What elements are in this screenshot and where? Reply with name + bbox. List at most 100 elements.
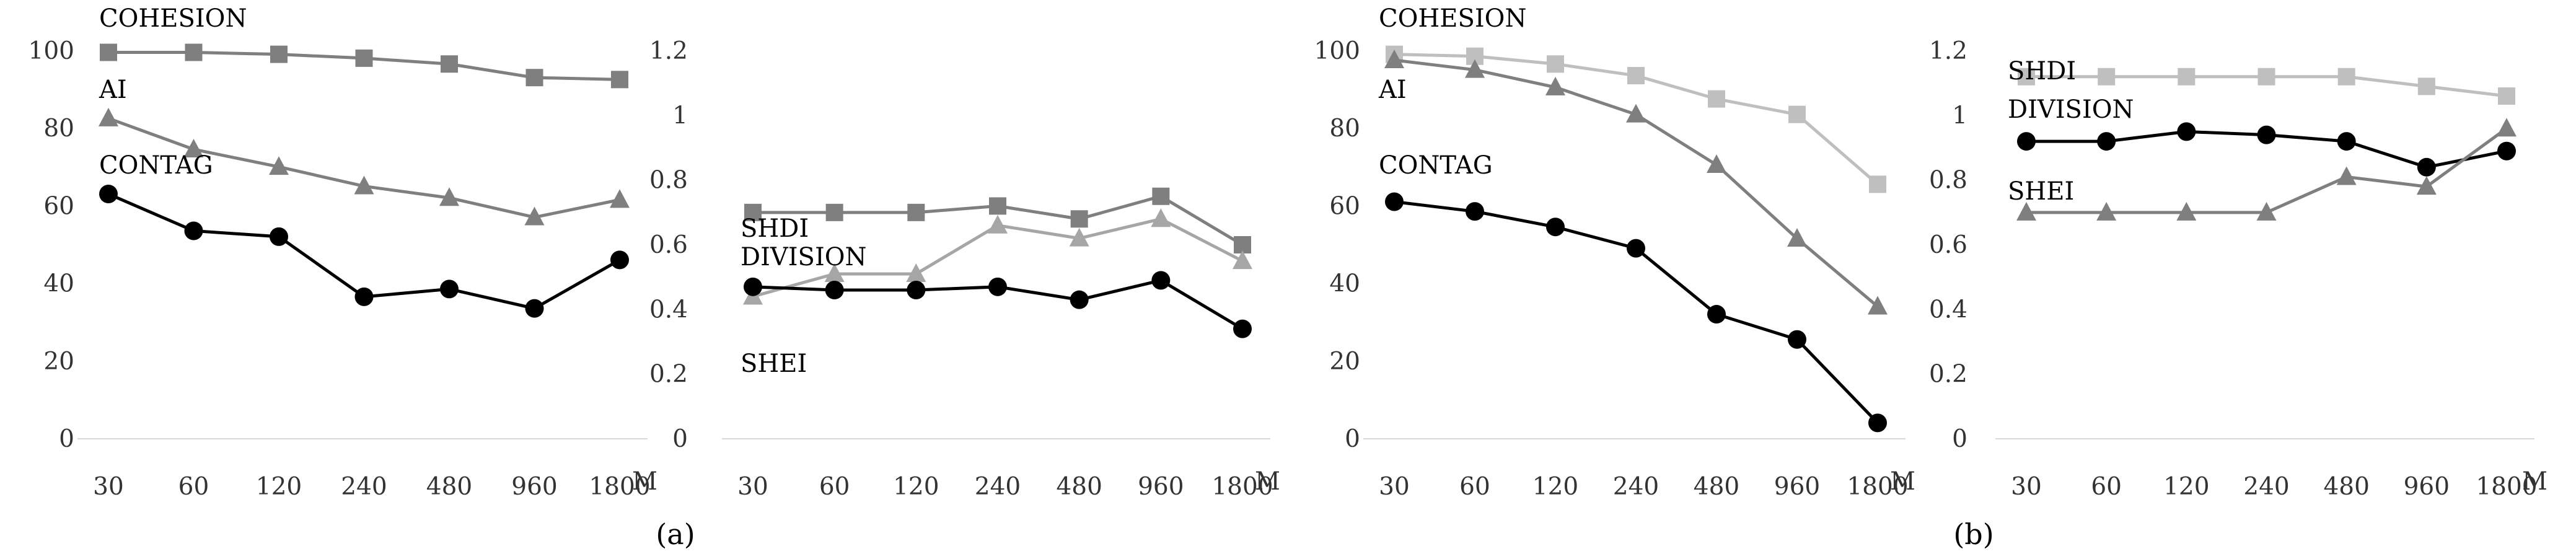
data-point-circle — [2257, 125, 2276, 144]
data-point-square — [1708, 90, 1725, 108]
data-point-circle — [1385, 192, 1404, 211]
series-label: COHESION — [99, 4, 247, 33]
y-tick-label: 1.2 — [649, 37, 688, 65]
data-point-circle — [907, 281, 926, 300]
y-tick-label: 1 — [672, 102, 688, 130]
x-unit-label: M — [1255, 467, 1280, 496]
series-label: CONTAG — [1379, 151, 1493, 180]
data-point-circle — [1707, 305, 1726, 324]
data-point-square — [270, 45, 288, 63]
y-tick-label: 20 — [43, 348, 74, 376]
data-point-circle — [2337, 132, 2356, 151]
series-label: DIVISION — [2008, 95, 2134, 124]
data-point-circle — [2017, 132, 2036, 151]
x-tick-label: 480 — [1694, 473, 1739, 501]
y-tick-label: 1 — [1952, 102, 1967, 130]
series-label: AI — [1378, 76, 1407, 104]
series-label: SHEI — [2008, 177, 2074, 206]
series-shei: SHEI — [2008, 118, 2517, 221]
data-point-triangle — [524, 206, 545, 226]
series-contag: CONTAG — [1379, 151, 1887, 433]
x-tick-label: 60 — [2091, 473, 2122, 501]
x-tick-label: 960 — [511, 473, 557, 501]
series-label: CONTAG — [99, 151, 213, 180]
data-point-triangle — [824, 263, 845, 282]
series-shei: SHEI — [741, 208, 1252, 378]
x-tick-label: 60 — [1459, 473, 1490, 501]
x-tick-label: 960 — [2404, 473, 2450, 501]
data-point-circle — [988, 277, 1007, 296]
data-point-triangle — [1069, 227, 1089, 247]
data-point-square — [525, 69, 543, 87]
data-point-square — [1869, 175, 1886, 193]
data-point-circle — [1788, 330, 1806, 349]
data-point-circle — [525, 299, 544, 318]
data-point-triangle — [2096, 201, 2117, 221]
y-tick-label: 40 — [43, 270, 74, 298]
x-tick-label: 30 — [1379, 473, 1410, 501]
y-tick-label: 0.2 — [1929, 361, 1967, 389]
data-point-triangle — [1707, 154, 1726, 174]
data-point-circle — [2497, 141, 2516, 161]
y-tick-label: 100 — [1314, 37, 1360, 65]
data-point-triangle — [1545, 76, 1565, 95]
y-tick-label: 0.4 — [649, 296, 688, 324]
x-tick-label: 240 — [341, 473, 387, 501]
data-point-square — [185, 43, 203, 61]
panel-label-a: (a) — [656, 517, 695, 551]
data-point-square — [2337, 68, 2355, 86]
data-point-circle — [270, 227, 288, 246]
data-point-circle — [1233, 319, 1252, 338]
data-point-square — [355, 49, 373, 67]
data-point-circle — [1546, 218, 1565, 237]
y-tick-label: 40 — [1329, 270, 1360, 298]
data-point-square — [1547, 55, 1564, 73]
x-tick-label: 1800 — [1211, 473, 1273, 501]
data-point-triangle — [2416, 176, 2437, 195]
data-point-triangle — [2016, 201, 2036, 221]
data-point-circle — [2417, 157, 2436, 177]
y-tick-label: 1.2 — [1929, 37, 1967, 65]
x-tick-label: 240 — [975, 473, 1021, 501]
x-tick-label: 240 — [2243, 473, 2289, 501]
y-tick-label: 0.6 — [1929, 231, 1967, 259]
x-tick-label: 1800 — [589, 473, 650, 501]
data-point-circle — [610, 250, 629, 270]
series-contag: CONTAG — [99, 151, 629, 318]
data-point-square — [2498, 87, 2515, 105]
data-point-triangle — [1868, 296, 1888, 315]
series-label: SHEI — [741, 350, 807, 378]
y-tick-label: 60 — [43, 192, 74, 220]
data-point-circle — [1868, 413, 1887, 433]
y-tick-label: 20 — [1329, 348, 1360, 376]
data-point-square — [2018, 68, 2035, 86]
data-point-circle — [440, 280, 459, 299]
x-tick-label: 960 — [1774, 473, 1820, 501]
x-tick-label: 60 — [819, 473, 850, 501]
y-tick-label: 0.4 — [1929, 296, 1967, 324]
series-label: COHESION — [1379, 4, 1526, 33]
y-tick-label: 0.2 — [649, 361, 688, 389]
data-point-triangle — [2176, 201, 2197, 221]
data-point-circle — [1627, 239, 1645, 258]
series-label: SHDI — [2008, 57, 2076, 86]
data-point-square — [1070, 210, 1088, 228]
data-point-square — [825, 203, 843, 221]
series-ai: AI — [99, 76, 630, 226]
series-shdi: SHDI — [2008, 57, 2515, 105]
x-tick-label: 1800 — [1847, 473, 1908, 501]
x-tick-label: 240 — [1613, 473, 1659, 501]
data-point-square — [100, 43, 117, 61]
data-point-triangle — [1151, 208, 1171, 227]
x-tick-label: 120 — [893, 473, 939, 501]
series-division: DIVISION — [741, 243, 1252, 338]
data-point-square — [1788, 105, 1806, 123]
y-tick-label: 0 — [1345, 425, 1360, 453]
data-point-circle — [744, 277, 762, 296]
data-point-square — [2417, 77, 2435, 95]
panel-label-b: (b) — [1953, 517, 1994, 551]
